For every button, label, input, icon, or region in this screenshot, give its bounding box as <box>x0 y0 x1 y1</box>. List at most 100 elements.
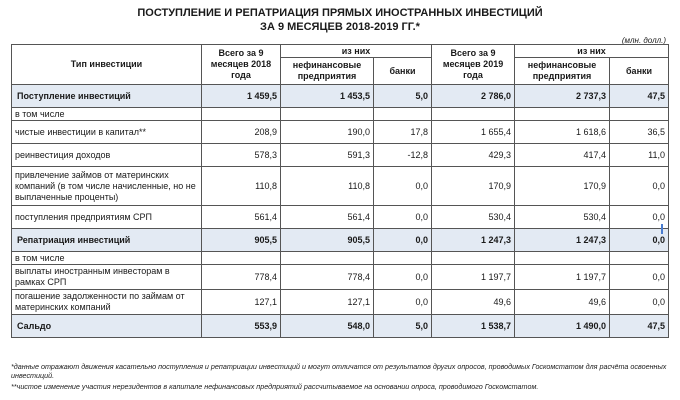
row-label: Репатриация инвестиций <box>11 228 202 252</box>
header-of-which-2019: из них <box>514 44 670 58</box>
cell-total-2018 <box>201 107 281 121</box>
cell-nonfin-2019: 1 247,3 <box>514 228 611 252</box>
cell-nonfin-2019: 417,4 <box>514 143 611 167</box>
cell-total-2019: 170,9 <box>431 166 516 206</box>
cell-banks-2018 <box>372 107 433 121</box>
cell-banks-2018 <box>372 251 433 265</box>
cell-banks-2018: 0,0 <box>372 289 433 315</box>
cell-total-2019 <box>431 107 516 121</box>
cell-nonfin-2019: 170,9 <box>514 166 611 206</box>
cell-nonfin-2018: 190,0 <box>280 120 374 144</box>
header-nonfin-2019: нефинансовые предприятия <box>514 57 611 85</box>
cell-total-2019: 2 786,0 <box>431 84 516 108</box>
cell-total-2018: 778,4 <box>201 264 281 290</box>
cell-banks-2019: 36,5 <box>609 120 670 144</box>
header-banks-2018: банки <box>372 57 433 85</box>
cell-total-2019: 1 538,7 <box>431 314 516 338</box>
cell-nonfin-2019: 49,6 <box>514 289 611 315</box>
table-row: выплаты иностранным инвесторам в рамках … <box>11 264 670 290</box>
cell-nonfin-2018: 110,8 <box>280 166 374 206</box>
table-row: реинвестиция доходов 578,3 591,3 -12,8 4… <box>11 143 670 167</box>
header-of-which-2018: из них <box>279 44 433 58</box>
cell-total-2018: 127,1 <box>201 289 281 315</box>
row-label: в том числе <box>11 251 202 265</box>
cell-total-2018: 553,9 <box>201 314 281 338</box>
cell-total-2018 <box>201 251 281 265</box>
cell-banks-2018: 0,0 <box>372 205 433 229</box>
table-row: поступления предприятиям СРП 561,4 561,4… <box>11 205 670 229</box>
row-label: погашение задолженности по займам от мат… <box>11 289 202 315</box>
title-line-1: ПОСТУПЛЕНИЕ И РЕПАТРИАЦИЯ ПРЯМЫХ ИНОСТРА… <box>137 7 543 19</box>
row-label: Поступление инвестиций <box>11 84 202 108</box>
header-banks-2019: банки <box>609 57 670 85</box>
cell-banks-2019: 0,0 <box>609 166 670 206</box>
cell-banks-2019: 47,5 <box>609 314 670 338</box>
cell-total-2019: 530,4 <box>431 205 516 229</box>
row-label: выплаты иностранным инвесторам в рамках … <box>11 264 202 290</box>
cell-total-2018: 905,5 <box>201 228 281 252</box>
cell-banks-2018: 5,0 <box>372 84 433 108</box>
table-title: ПОСТУПЛЕНИЕ И РЕПАТРИАЦИЯ ПРЯМЫХ ИНОСТРА… <box>0 6 680 34</box>
table-row: Репатриация инвестиций 905,5 905,5 0,0 1… <box>11 228 670 252</box>
table-row: привлечение займов от материнских компан… <box>11 166 670 206</box>
text-cursor <box>661 224 663 234</box>
cell-banks-2019: 0,0 <box>609 264 670 290</box>
table-row: погашение задолженности по займам от мат… <box>11 289 670 315</box>
cell-banks-2019: 11,0 <box>609 143 670 167</box>
cell-total-2019: 429,3 <box>431 143 516 167</box>
cell-nonfin-2019: 1 618,6 <box>514 120 611 144</box>
cell-total-2018: 110,8 <box>201 166 281 206</box>
cell-total-2018: 208,9 <box>201 120 281 144</box>
cell-banks-2018: 17,8 <box>372 120 433 144</box>
cell-nonfin-2018 <box>280 251 374 265</box>
unit-label: (млн. долл.) <box>621 36 666 45</box>
cell-nonfin-2018: 778,4 <box>280 264 374 290</box>
cell-nonfin-2019: 530,4 <box>514 205 611 229</box>
cell-nonfin-2018: 905,5 <box>280 228 374 252</box>
cell-nonfin-2018 <box>280 107 374 121</box>
cell-total-2019: 1 655,4 <box>431 120 516 144</box>
title-line-2: ЗА 9 МЕСЯЦЕВ 2018-2019 ГГ.* <box>260 21 420 33</box>
cell-total-2019: 1 197,7 <box>431 264 516 290</box>
cell-nonfin-2019 <box>514 251 611 265</box>
footnote-2: **чистое изменение участия нерезидентов … <box>11 382 539 391</box>
header-row-2: нефинансовые предприятия банки нефинансо… <box>12 57 670 85</box>
cell-banks-2019: 47,5 <box>609 84 670 108</box>
row-label: привлечение займов от материнских компан… <box>11 166 202 206</box>
header-type: Тип инвестиции <box>11 44 202 85</box>
header-row-1: Тип инвестиции Всего за 9 месяцев 2018 г… <box>11 44 670 85</box>
cell-total-2019 <box>431 251 516 265</box>
cell-total-2019: 1 247,3 <box>431 228 516 252</box>
investment-table: Тип инвестиции Всего за 9 месяцев 2018 г… <box>11 44 670 338</box>
table-row: Поступление инвестиций 1 459,5 1 453,5 5… <box>11 84 670 108</box>
cell-banks-2018: 0,0 <box>372 264 433 290</box>
cell-banks-2019: 0,0 <box>609 228 670 252</box>
cell-nonfin-2019 <box>514 107 611 121</box>
cell-banks-2018: 0,0 <box>372 166 433 206</box>
cell-nonfin-2018: 591,3 <box>280 143 374 167</box>
cell-nonfin-2019: 2 737,3 <box>514 84 611 108</box>
row-label: поступления предприятиям СРП <box>11 205 202 229</box>
table-row: Сальдо 553,9 548,0 5,0 1 538,7 1 490,0 4… <box>11 314 670 338</box>
header-total-2018: Всего за 9 месяцев 2018 года <box>201 44 281 85</box>
table-row: в том числе <box>11 251 670 265</box>
cell-banks-2019: 0,0 <box>609 205 670 229</box>
row-label: реинвестиция доходов <box>11 143 202 167</box>
cell-total-2018: 561,4 <box>201 205 281 229</box>
cell-banks-2019: 0,0 <box>609 289 670 315</box>
cell-nonfin-2019: 1 197,7 <box>514 264 611 290</box>
row-label: в том числе <box>11 107 202 121</box>
header-total-2019: Всего за 9 месяцев 2019 года <box>431 44 516 85</box>
cell-total-2018: 1 459,5 <box>201 84 281 108</box>
cell-banks-2018: 5,0 <box>372 314 433 338</box>
cell-total-2019: 49,6 <box>431 289 516 315</box>
cell-nonfin-2018: 127,1 <box>280 289 374 315</box>
cell-banks-2018: 0,0 <box>372 228 433 252</box>
cell-banks-2019 <box>609 251 670 265</box>
table-row: чистые инвестиции в капитал** 208,9 190,… <box>11 120 670 144</box>
cell-banks-2019 <box>609 107 670 121</box>
cell-total-2018: 578,3 <box>201 143 281 167</box>
cell-nonfin-2018: 548,0 <box>280 314 374 338</box>
footnote-1: *данные отражают движения касательно пос… <box>11 362 667 380</box>
cell-nonfin-2018: 561,4 <box>280 205 374 229</box>
